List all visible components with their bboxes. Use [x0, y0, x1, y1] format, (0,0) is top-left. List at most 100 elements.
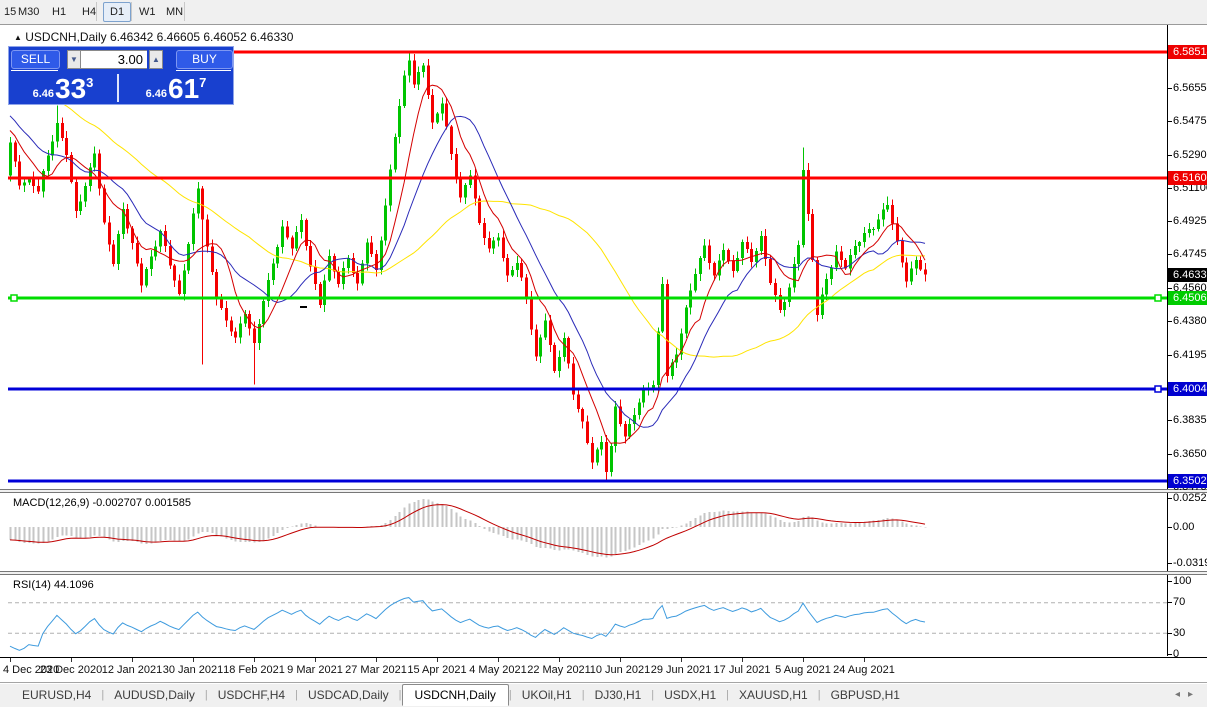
chart-tab-eurusd[interactable]: EURUSD,H4: [22, 688, 92, 702]
rsi-tick-mark: [1167, 654, 1172, 655]
date-tick-mark: [742, 658, 743, 662]
price-badge-6.35025: 6.35025: [1168, 474, 1207, 488]
symbol-period-label: USDCNH,Daily: [25, 30, 107, 44]
tab-scroll-right-icon: ▸: [1187, 689, 1201, 700]
hline-handle[interactable]: [1154, 385, 1162, 393]
chart-tab-audusd[interactable]: AUDUSD,Daily: [114, 688, 195, 702]
rsi-axis-label: 70: [1173, 596, 1186, 608]
toolbar-separator: [184, 2, 185, 21]
chart-tab-dj30[interactable]: DJ30,H1: [594, 688, 642, 702]
ma-line-8: [9, 84, 926, 444]
sell-price-display[interactable]: 6.46 33 3: [11, 74, 115, 103]
chart-tab-gbpusd[interactable]: GBPUSD,H1: [830, 688, 900, 702]
timeframe-button-w1[interactable]: W1: [139, 6, 156, 18]
buy-underline: [176, 70, 231, 71]
price-tick-mark: [1167, 254, 1172, 255]
chart-tab-usdcad[interactable]: USDCAD,Daily: [307, 688, 389, 702]
price-axis-border: [1167, 25, 1168, 656]
date-label: 22 May 2021: [527, 664, 591, 676]
date-tick-mark: [10, 658, 11, 662]
date-tick-mark: [71, 658, 72, 662]
sell-button[interactable]: SELL: [11, 50, 60, 69]
date-label: 30 Jan 2021: [162, 664, 224, 676]
date-label: 12 Jan 2021: [101, 664, 163, 676]
price-badge-6.51605: 6.51605: [1168, 171, 1207, 185]
price-tick-label: 6.38350: [1173, 414, 1207, 426]
timeframe-button-mn[interactable]: MN: [166, 6, 184, 18]
rsi-axis-label: 100: [1173, 575, 1192, 587]
macd-axis-label: 0.00: [1173, 521, 1195, 533]
buy-button[interactable]: BUY: [176, 50, 233, 69]
price-chart-canvas[interactable]: [0, 25, 1207, 681]
date-label: 29 Jun 2021: [650, 664, 712, 676]
tab-separator: |: [581, 689, 585, 701]
chart-tab-bar: EURUSD,H4 | AUDUSD,Daily | USDCHF,H4 | USDCAD,…: [0, 682, 1207, 707]
timeframe-button-15[interactable]: 15: [4, 6, 17, 18]
price-tick-mark: [1167, 121, 1172, 122]
date-tick-mark: [437, 658, 438, 662]
chart-title: ▲ USDCNH,Daily 6.46342 6.46605 6.46052 6…: [14, 30, 293, 44]
tab-separator: |: [295, 689, 298, 701]
chart-tab-ukoil[interactable]: UKOil,H1: [521, 688, 572, 702]
buy-price-display[interactable]: 6.46 61 7: [121, 74, 231, 103]
price-tick-mark: [1167, 321, 1172, 322]
rsi-tick-mark: [1167, 633, 1172, 634]
chart-tab-usdchf[interactable]: USDCHF,H4: [217, 688, 286, 702]
tab-separator: |: [651, 689, 655, 701]
ohlc-values: 6.46342 6.46605 6.46052 6.46330: [109, 30, 294, 44]
timeframe-button-m30[interactable]: M30: [18, 6, 40, 18]
tab-separator: |: [204, 689, 208, 701]
rsi-label: RSI(14) 44.1096: [13, 579, 94, 591]
rsi-line: [9, 597, 926, 651]
date-tick-mark: [376, 658, 377, 662]
date-tick-mark: [193, 658, 194, 662]
hline-handle[interactable]: [10, 294, 18, 302]
macd-tick-mark: [1167, 498, 1172, 499]
macd-axis-label: 0.025209: [1173, 492, 1207, 504]
pane-splitter-macd[interactable]: [0, 489, 1207, 493]
tab-scroll-arrows[interactable]: ◂▸: [1175, 689, 1201, 700]
volume-increase-button[interactable]: ▲: [149, 50, 163, 69]
chart-tab-xauusd[interactable]: XAUUSD,H1: [739, 688, 808, 702]
volume-input[interactable]: [81, 50, 147, 69]
hline-handle[interactable]: [1154, 294, 1162, 302]
chart-tab-usdx[interactable]: USDX,H1: [664, 688, 717, 702]
volume-decrease-button[interactable]: ▼: [67, 50, 81, 69]
tab-scroll-left-icon: ◂: [1174, 689, 1188, 700]
price-badge-6.40042: 6.40042: [1168, 382, 1207, 396]
price-badge-6.58514: 6.58514: [1168, 45, 1207, 59]
date-tick-mark: [559, 658, 560, 662]
chart-tab-usdcnh[interactable]: USDCNH,Daily: [401, 684, 509, 706]
timeframe-button-h1[interactable]: H1: [52, 6, 67, 18]
timeframe-button-d1[interactable]: D1: [103, 2, 132, 22]
date-label: 15 Apr 2021: [407, 664, 467, 676]
rsi-tick-mark: [1167, 581, 1172, 582]
price-tick-label: 6.52900: [1173, 149, 1207, 161]
date-tick-mark: [620, 658, 621, 662]
price-tick-label: 6.41950: [1173, 349, 1207, 361]
pane-splitter-rsi[interactable]: [0, 571, 1207, 575]
sell-underline: [11, 70, 58, 71]
price-tick-mark: [1167, 454, 1172, 455]
date-axis[interactable]: 4 Dec 2020 23 Dec 2020 12 Jan 2021 30 Jan 2…: [0, 657, 1207, 682]
date-label: 17 Jul 2021: [713, 664, 771, 676]
macd-tick-mark: [1167, 563, 1172, 564]
date-label: 4 May 2021: [469, 664, 527, 676]
timeframe-button-h4[interactable]: H4: [82, 6, 97, 18]
price-tick-label: 6.49250: [1173, 215, 1207, 227]
collapse-panel-icon[interactable]: ▲: [14, 33, 22, 42]
date-tick-mark: [315, 658, 316, 662]
price-tick-mark: [1167, 221, 1172, 222]
date-label: 27 Mar 2021: [345, 664, 407, 676]
price-tick-label: 6.47450: [1173, 248, 1207, 260]
macd-label: MACD(12,26,9) -0.002707 0.001585: [13, 497, 191, 509]
price-tick-mark: [1167, 155, 1172, 156]
rsi-axis-label: 30: [1173, 627, 1186, 639]
buy-price-prefix: 6.46: [145, 88, 168, 100]
price-tick-mark: [1167, 288, 1172, 289]
price-tick-mark: [1167, 355, 1172, 356]
date-label: 9 Mar 2021: [287, 664, 343, 676]
drawn-dash-object[interactable]: [300, 306, 307, 308]
macd-tick-mark: [1167, 527, 1172, 528]
price-tick-mark: [1167, 188, 1172, 189]
